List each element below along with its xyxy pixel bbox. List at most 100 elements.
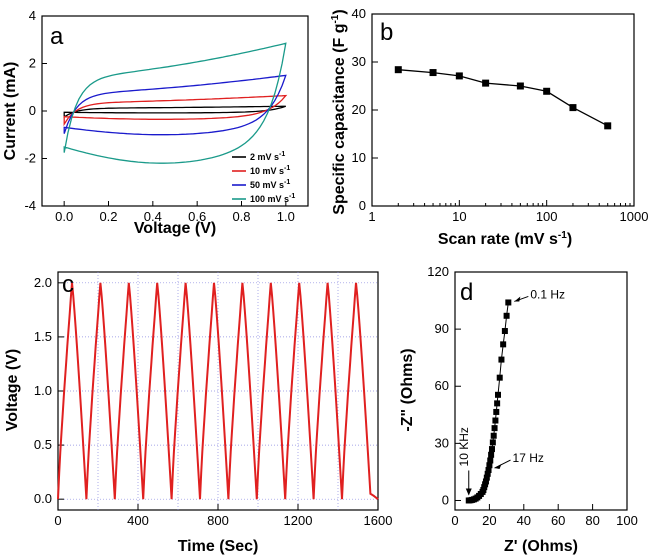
d-annotation-0: 0.1 Hz [530, 287, 565, 301]
d-ytick-label: 120 [427, 264, 449, 279]
d-point [505, 299, 512, 306]
b-ytick-label: 20 [352, 102, 366, 117]
b-ytick-label: 30 [352, 54, 366, 69]
d-point [485, 467, 492, 474]
d-point [495, 391, 501, 398]
panel-b-series [394, 66, 612, 130]
d-xtick-label: 0 [451, 513, 458, 528]
d-xtick-label: 100 [616, 513, 638, 528]
b-point [543, 87, 551, 95]
panel-d-ylabel: -Z" (Ohms) [399, 348, 416, 431]
a-ytick-label: -2 [24, 151, 36, 166]
a-legend-label: 100 mV s-1 [250, 193, 295, 204]
d-point [483, 474, 490, 481]
a-xtick-label: 0.8 [232, 209, 250, 224]
a-xtick-label: 1.0 [277, 209, 295, 224]
panel-c-gcd-plot: 0 400 800 1200 1600 0.0 0.5 1.0 1.5 2.0 c Time (S… [4, 271, 392, 555]
b-point [482, 79, 490, 87]
c-xtick-label: 1600 [364, 513, 393, 528]
b-xtick-label: 100 [536, 209, 558, 224]
d-point [503, 312, 510, 319]
d-xtick-label: 80 [585, 513, 599, 528]
panel-c-series [57, 282, 379, 500]
panel-d-frame [454, 271, 628, 511]
d-point [491, 425, 498, 432]
a-curve-3 [63, 42, 287, 164]
panel-d-nyquist-plot: 0 20 40 60 80 100 0 30 60 90 120 0.1 Hz 17 Hz 10 KHz… [399, 264, 638, 555]
d-point [488, 451, 495, 458]
c-series-line [57, 282, 379, 500]
d-point [486, 462, 493, 469]
a-xtick-label: 0.6 [188, 209, 206, 224]
d-xtick-label: 20 [482, 513, 496, 528]
b-point [429, 69, 437, 77]
c-xtick-label: 0 [54, 513, 61, 528]
c-ytick-label: 2.0 [34, 275, 52, 290]
a-ytick-label: -4 [24, 198, 36, 213]
b-ytick-label: 10 [352, 150, 366, 165]
panel-a-letter: a [50, 23, 64, 50]
d-point [500, 341, 507, 348]
a-curve-0 [63, 105, 287, 119]
c-xtick-label: 1200 [284, 513, 313, 528]
panel-a-ylabel: Current (mA) [2, 62, 19, 161]
panel-b-capacitance-plot: 1 10 100 1000 0 10 20 30 40 b Scan rate (mV s-1)… [330, 6, 648, 248]
a-xtick-label: 0.4 [144, 209, 162, 224]
panel-c-ylabel: Voltage (V) [4, 349, 21, 431]
a-legend-label: 10 mV s-1 [250, 165, 290, 176]
d-point [488, 446, 495, 453]
b-xtick-label: 1000 [620, 209, 649, 224]
d-point [492, 417, 499, 424]
d-point [501, 328, 508, 335]
panel-a-curves [63, 42, 288, 164]
panel-d-annotations: 0.1 Hz 17 Hz 10 KHz [457, 287, 565, 496]
d-ytick-label: 30 [435, 435, 449, 450]
a-xtick-label: 0.0 [55, 209, 73, 224]
b-xtick-label: 10 [452, 209, 466, 224]
c-ytick-label: 0.0 [34, 491, 52, 506]
d-ytick-label: 0 [442, 492, 449, 507]
d-point [487, 457, 494, 464]
panel-a-ticks: 0.0 0.2 0.4 0.6 0.8 1.0 -4 -2 0 2 4 [24, 8, 294, 224]
d-xtick-label: 60 [551, 513, 565, 528]
a-ytick-label: 0 [29, 103, 36, 118]
d-point [494, 400, 501, 407]
panel-d-letter: d [460, 279, 473, 306]
d-ytick-label: 90 [435, 321, 449, 336]
d-point [496, 374, 503, 381]
d-point [498, 356, 505, 363]
panel-b-frame [371, 13, 635, 207]
panel-a-xlabel: Voltage (V) [134, 220, 216, 237]
b-ytick-label: 0 [359, 198, 366, 213]
d-xtick-label: 40 [517, 513, 531, 528]
b-xtick-label: 1 [368, 209, 375, 224]
panel-c-ticks: 0 400 800 1200 1600 0.0 0.5 1.0 1.5 2.0 [34, 275, 393, 528]
panel-b-ylabel: Specific capacitance (F g-1) [330, 9, 348, 214]
d-point [490, 432, 497, 439]
b-point [394, 66, 402, 74]
c-xtick-label: 800 [207, 513, 229, 528]
b-ytick-label: 40 [352, 6, 366, 21]
panel-b-xlabel: Scan rate (mV s-1) [438, 230, 572, 248]
a-ytick-label: 2 [29, 56, 36, 71]
d-point [493, 408, 500, 415]
panel-b-ticks: 1 10 100 1000 0 10 20 30 40 [352, 6, 649, 224]
d-point [482, 478, 489, 485]
panel-b-letter: b [380, 19, 393, 46]
d-ytick-label: 60 [435, 378, 449, 393]
b-point [604, 122, 612, 130]
b-point [455, 72, 463, 80]
a-ytick-label: 4 [29, 8, 36, 23]
panel-d-ticks: 0 20 40 60 80 100 0 30 60 90 120 [427, 264, 638, 528]
a-xtick-label: 0.2 [99, 209, 117, 224]
d-annotation-2: 10 KHz [457, 427, 471, 466]
d-point [489, 439, 496, 446]
panel-d-xlabel: Z' (Ohms) [504, 538, 578, 555]
panel-c-letter: c [62, 271, 74, 298]
c-ytick-label: 0.5 [34, 437, 52, 452]
d-arrowhead-0 [514, 296, 521, 302]
d-annotation-1: 17 Hz [513, 451, 544, 465]
d-point [484, 470, 491, 477]
b-series-line [398, 69, 609, 127]
